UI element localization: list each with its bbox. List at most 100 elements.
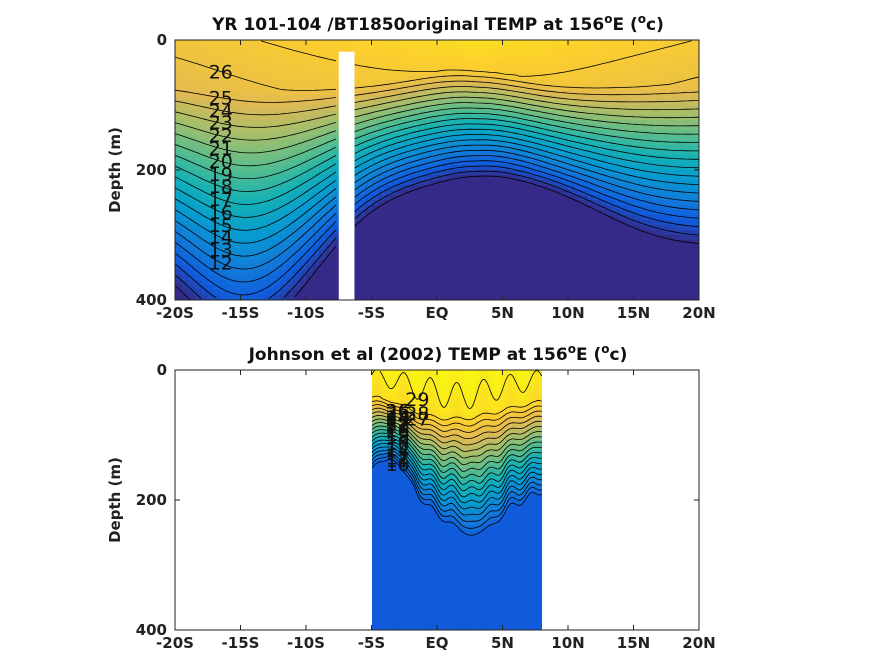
field-cell [587,280,595,286]
field-cell [286,220,294,226]
field-cell [430,175,438,181]
field-cell [375,380,379,386]
field-cell [522,100,530,106]
field-cell [653,240,661,246]
field-cell [456,200,464,206]
field-cell [233,65,242,71]
field-cell [332,110,340,116]
field-cell [227,75,235,81]
field-cell [410,265,418,271]
field-cell [175,265,183,271]
field-cell [410,75,418,81]
field-cell [201,200,209,206]
field-cell [319,90,327,96]
field-cell [312,215,320,221]
field-cell [443,215,451,221]
field-cell [456,75,464,81]
field-cell [397,75,405,81]
field-cell [541,155,549,161]
field-cell [194,140,202,146]
field-cell [640,120,648,126]
field-cell [489,170,497,176]
field-cell [469,120,477,126]
contour-label: 20 [209,151,233,173]
field-cell [613,70,621,76]
field-cell [685,250,694,256]
field-cell [522,180,530,186]
field-cell [659,240,667,246]
field-cell [247,140,255,146]
field-cell [613,45,621,51]
field-cell [443,105,451,111]
field-cell [227,295,235,300]
field-cell [594,125,602,131]
field-cell [620,105,628,111]
field-cell [620,205,628,211]
field-cell [181,210,189,216]
field-cell [443,50,451,56]
field-cell [581,140,589,146]
field-cell [659,110,667,116]
field-cell [522,75,530,81]
field-cell [188,60,196,66]
field-cell [253,285,261,291]
field-cell [417,85,425,91]
field-cell [247,200,255,206]
field-cell [358,110,366,116]
field-cell [312,140,320,146]
field-cell [404,230,412,236]
field-cell [613,290,621,296]
field-cell [522,195,530,201]
field-cell [214,135,222,141]
field-cell [207,100,215,106]
field-cell [574,280,582,286]
field-cell [325,115,333,121]
field-cell [568,105,576,111]
field-cell [495,95,504,101]
field-cell [548,210,556,216]
contour-line [354,128,699,169]
field-cell [390,565,394,571]
field-cell [188,140,196,146]
field-cell [266,235,274,241]
field-cell [423,65,432,71]
field-cell [522,105,530,111]
field-cell [423,135,432,141]
field-cell [672,250,680,256]
field-cell [292,55,301,61]
field-cell [528,125,536,131]
field-cell [574,245,582,251]
field-cell [373,375,377,381]
field-cell [410,90,418,96]
field-cell [214,260,222,266]
field-cell [201,105,209,111]
field-cell [273,240,281,246]
field-cell [679,145,687,151]
field-cell [633,205,641,211]
field-cell [332,100,340,106]
field-cell [495,125,504,131]
field-cell [364,40,373,46]
field-cell [561,55,569,61]
field-cell [653,140,661,146]
field-cell [594,140,602,146]
field-cell [607,240,615,246]
field-cell [581,195,589,201]
field-cell [181,255,189,261]
field-cell [509,290,517,296]
field-cell [201,60,209,66]
field-cell [392,590,396,596]
field-cell [659,50,667,56]
field-cell [375,470,379,476]
field-cell [482,245,490,251]
field-cell [692,195,699,201]
field-cell [373,580,377,586]
field-cell [509,225,517,231]
field-cell [613,205,621,211]
field-cell [312,95,320,101]
field-cell [535,285,543,291]
field-cell [279,165,287,171]
field-cell [391,90,399,96]
contour-line [354,175,699,244]
field-cell [175,285,183,291]
